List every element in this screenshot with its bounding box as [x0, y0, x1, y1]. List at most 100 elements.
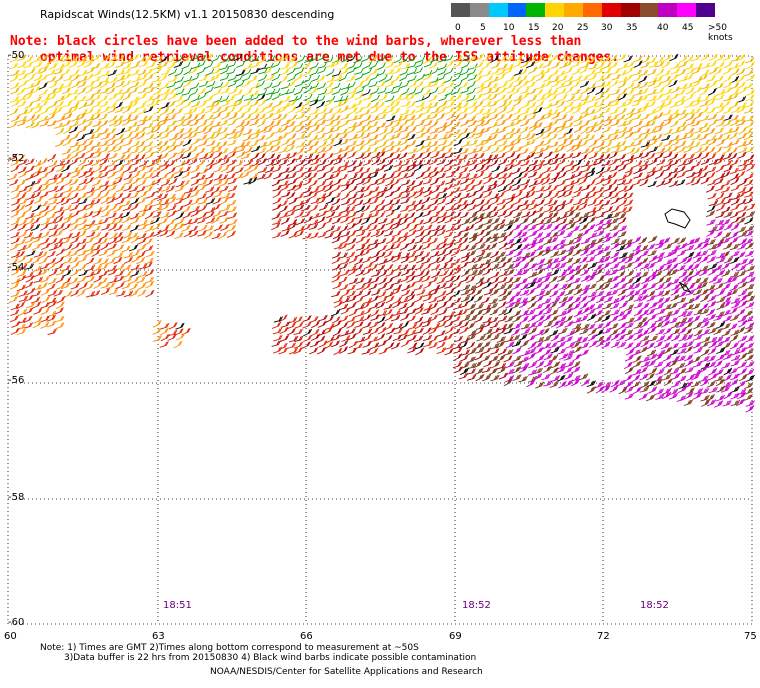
wind-barb [580, 126, 590, 135]
wind-barb [505, 374, 515, 383]
wind-barb [183, 131, 193, 140]
wind-barb [466, 94, 476, 102]
wind-barb [173, 197, 184, 205]
wind-barb [160, 203, 170, 211]
wind-barb [473, 288, 483, 297]
wind-barb [99, 165, 109, 173]
wind-barb [361, 217, 371, 225]
wind-barb [48, 160, 58, 168]
wind-barb [601, 255, 611, 264]
wind-barb [347, 121, 358, 129]
wind-barb [551, 216, 561, 224]
wind-barb [137, 87, 148, 94]
wind-barb [257, 63, 268, 71]
wind-barb [646, 380, 656, 388]
wind-barb [41, 94, 51, 103]
wind-barb [716, 89, 726, 96]
wind-barb [413, 67, 423, 75]
wind-barb [700, 355, 710, 363]
wind-barb [693, 392, 703, 400]
lat-label-50: -50 [8, 50, 25, 61]
wind-barb [219, 197, 229, 206]
lat-label-56: -56 [8, 375, 25, 386]
wind-barb [401, 268, 411, 277]
wind-barb [610, 242, 620, 250]
wind-barb [281, 119, 291, 127]
wind-barb [640, 356, 650, 363]
wind-barb [243, 94, 254, 101]
wind-barb [423, 102, 433, 109]
wind-barb [235, 112, 246, 121]
wind-barb [715, 184, 725, 192]
wind-barb [639, 87, 649, 95]
wind-barb [324, 231, 334, 239]
wind-barb [638, 75, 648, 84]
wind-barb [586, 108, 596, 116]
wind-barb [415, 342, 425, 350]
wind-barb [669, 342, 679, 350]
wind-barb [609, 231, 619, 239]
wind-barb [61, 119, 71, 128]
wind-barb [324, 87, 335, 95]
wind-barb [639, 160, 649, 168]
wind-barb [400, 165, 411, 173]
wind-barb [460, 94, 470, 102]
wind-barb [339, 339, 349, 348]
wind-barb [684, 359, 694, 368]
wind-barb [196, 217, 207, 224]
wind-barb [587, 333, 597, 342]
wind-barb [691, 355, 701, 363]
wind-barb [188, 225, 198, 233]
wind-barb [654, 256, 664, 264]
wind-barb [189, 217, 199, 225]
wind-barb [48, 192, 58, 201]
wind-barb [218, 174, 228, 181]
wind-barb [708, 340, 718, 349]
wind-barb [624, 342, 634, 350]
wind-barb [399, 126, 409, 133]
wind-barb [257, 166, 268, 174]
wind-barb [497, 261, 507, 270]
wind-barb [390, 100, 401, 109]
wind-barb [108, 223, 118, 232]
wind-barb [527, 164, 537, 173]
wind-barb [465, 295, 475, 304]
wind-barb [625, 94, 636, 101]
wind-barb [183, 113, 193, 122]
wind-barb [316, 100, 326, 109]
wind-barb [683, 310, 693, 317]
wind-barb [601, 126, 612, 134]
wind-barb [38, 82, 48, 90]
wind-barb [542, 184, 552, 192]
wind-barb [473, 93, 483, 101]
wind-barb [548, 176, 558, 185]
wind-barb [278, 105, 288, 114]
wind-barb [8, 153, 18, 161]
wind-barb [571, 191, 582, 198]
wind-barb [213, 82, 224, 89]
wind-barb [339, 67, 349, 75]
wind-barb [332, 178, 342, 186]
wind-barb [483, 154, 493, 162]
wind-barb [406, 301, 416, 309]
wind-barb [690, 262, 701, 271]
wind-barb [588, 63, 598, 70]
wind-barb [250, 82, 260, 90]
wind-barb [488, 82, 498, 90]
wind-barb [54, 160, 65, 167]
wind-barb [115, 165, 125, 174]
wind-barb [355, 230, 366, 237]
wind-barb [383, 303, 393, 310]
wind-barb [377, 326, 387, 335]
wind-barb [716, 252, 726, 259]
wind-barb [461, 314, 471, 322]
wind-barb [168, 133, 179, 141]
wind-barb [205, 132, 216, 141]
wind-barb [69, 120, 79, 128]
map-frame [7, 55, 753, 625]
wind-barb [56, 282, 66, 290]
wind-barb [48, 62, 58, 70]
wind-barb [693, 329, 703, 337]
wind-barb [713, 241, 723, 250]
wind-barb [48, 185, 59, 193]
